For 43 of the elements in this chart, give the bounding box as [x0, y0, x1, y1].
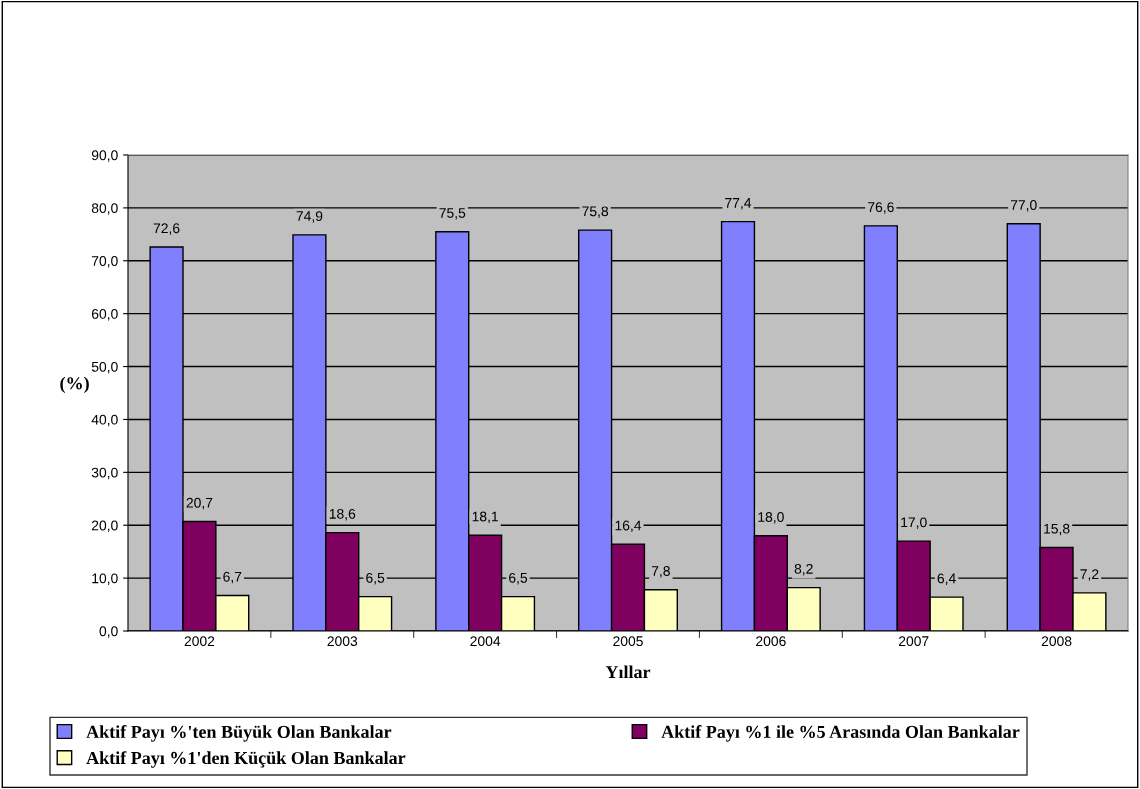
x-tick-label: 2007	[898, 636, 929, 647]
x-tick-label: 2006	[756, 636, 786, 647]
data-label: 6,4	[937, 573, 956, 585]
data-label: 18,0	[758, 512, 784, 524]
data-label: 7,8	[651, 566, 670, 578]
data-label: 75,8	[582, 206, 609, 218]
data-label: 7,2	[1080, 569, 1099, 581]
x-tick-label: 2008	[1041, 636, 1072, 647]
data-label: 16,4	[615, 520, 642, 533]
data-label: 6,7	[223, 571, 242, 584]
y-tick-label: 80,0	[91, 203, 118, 215]
y-tick-label: 60,0	[91, 309, 118, 321]
data-label: 15,8	[1044, 523, 1070, 536]
data-label: 18,1	[472, 511, 498, 524]
y-tick-label: 70,0	[91, 256, 118, 268]
data-label: 77,0	[1010, 200, 1037, 212]
data-label: 8,2	[794, 563, 813, 576]
x-axis-title: Yıllar	[605, 665, 651, 679]
legend-label: Aktif Payı %1 ile %5 Arasında Olan Bankalar	[661, 725, 1020, 742]
y-tick-label: 10,0	[92, 573, 118, 585]
y-tick-label: 20,0	[91, 520, 118, 533]
data-label: 17,0	[901, 517, 927, 529]
x-tick-label: 2004	[470, 636, 501, 647]
data-label: 18,6	[329, 508, 356, 521]
y-tick-label: 90,0	[91, 150, 118, 162]
y-tick-label: 0,0	[99, 626, 118, 638]
y-tick-label: 40,0	[91, 414, 118, 427]
data-label: 72,6	[153, 223, 180, 235]
data-label: 20,7	[186, 497, 213, 510]
data-label: 76,6	[868, 202, 894, 214]
data-label: 77,4	[725, 198, 752, 210]
data-label: 75,5	[439, 208, 466, 220]
legend-label: Aktif Payı %'ten Büyük Olan Bankalar	[86, 725, 392, 742]
y-axis-title: (%)	[60, 376, 89, 393]
x-tick-label: 2002	[184, 636, 215, 647]
data-label: 6,5	[509, 572, 528, 585]
legend-label: Aktif Payı %1'den Küçük Olan Bankalar	[86, 751, 406, 768]
x-tick-label: 2005	[613, 636, 643, 647]
data-label: 6,5	[366, 572, 385, 585]
x-tick-label: 2003	[327, 636, 358, 647]
y-tick-label: 30,0	[91, 467, 118, 480]
data-label: 74,9	[296, 211, 323, 223]
y-tick-label: 50,0	[91, 361, 118, 374]
